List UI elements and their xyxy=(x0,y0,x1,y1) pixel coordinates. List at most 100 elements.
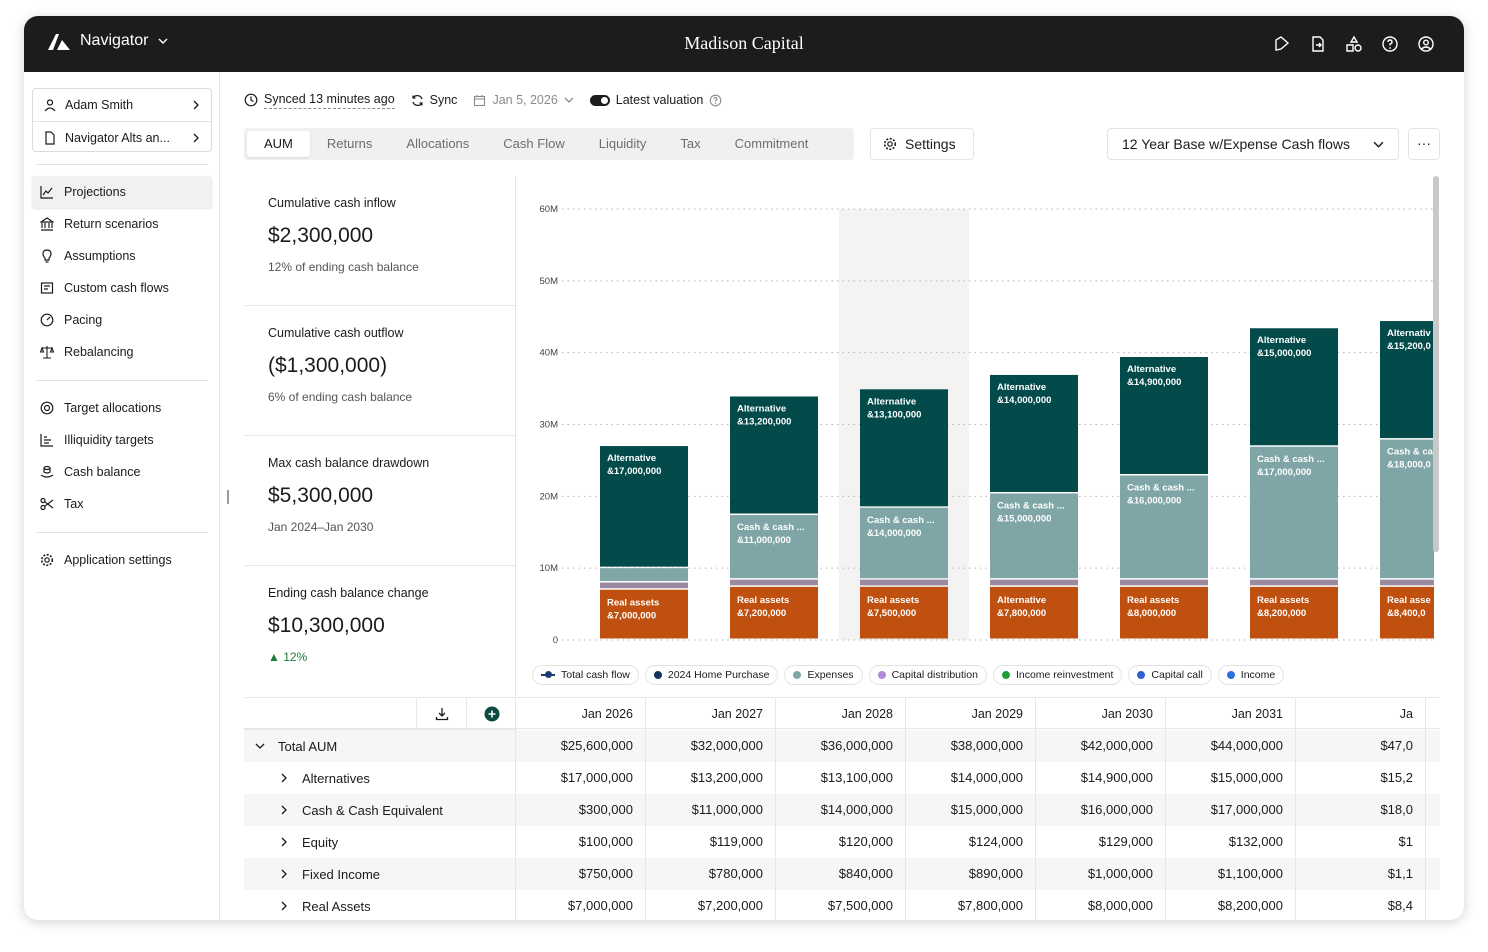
chevron-right-icon[interactable] xyxy=(278,837,290,847)
legend-item[interactable]: Income reinvestment xyxy=(992,665,1123,685)
tab-tax[interactable]: Tax xyxy=(680,136,701,151)
bar-segment-alternative xyxy=(1250,328,1338,446)
metric-value: $10,300,000 xyxy=(268,614,385,637)
legend-item[interactable]: Capital call xyxy=(1128,665,1212,685)
bar-value-label: &17,000,000 xyxy=(607,466,661,477)
chevron-right-icon[interactable] xyxy=(278,773,290,783)
brand-label: Navigator xyxy=(80,32,149,49)
tab-liquidity[interactable]: Liquidity xyxy=(598,136,647,151)
table-cell: $42,000,000 xyxy=(1036,730,1166,762)
table-row[interactable]: Real Assets $7,000,000 $7,200,000 $7,500,00… xyxy=(244,890,1440,920)
bar-segment-real-assets xyxy=(730,586,818,639)
sidebar-item-cash-balance[interactable]: Cash balance xyxy=(32,456,212,488)
chevron-right-icon[interactable] xyxy=(278,805,290,815)
legend-label: Capital distribution xyxy=(891,669,978,681)
sidebar-item-illiquidity-targets[interactable]: Illiquidity targets xyxy=(32,424,212,456)
sidebar-item-tax[interactable]: Tax xyxy=(32,488,212,520)
metric-value: ($1,300,000) xyxy=(268,354,388,377)
more-options-button[interactable]: ··· xyxy=(1408,128,1440,160)
table-cell: $300,000 xyxy=(516,794,646,826)
bar-segment-real-assets xyxy=(860,586,948,639)
aum-chart-svg: 0 10M 20M 30M 40M 50M 60M Alternative&17,000,00… xyxy=(540,204,1434,646)
legend-item[interactable]: 2024 Home Purchase xyxy=(644,665,779,685)
legend-item[interactable]: Capital distribution xyxy=(868,665,987,685)
table-row[interactable]: Fixed Income $750,000 $780,000 $840,000 $890… xyxy=(244,858,1440,890)
sync-button[interactable]: Sync xyxy=(411,93,457,107)
legend-item[interactable]: Income xyxy=(1217,665,1285,685)
bar-label: Cash & ca xyxy=(1387,447,1434,458)
tab-commitment[interactable]: Commitment xyxy=(734,136,809,151)
client-selector[interactable]: Adam Smith xyxy=(33,89,211,121)
bar-segment-real-assets xyxy=(1250,586,1338,639)
table-row[interactable]: Alternatives $17,000,000 $13,200,000 $13,10… xyxy=(244,762,1440,794)
help-icon[interactable] xyxy=(1380,34,1400,54)
sidebar-item-custom-cash-flows[interactable]: Custom cash flows xyxy=(32,272,212,304)
account-icon[interactable] xyxy=(1416,34,1436,54)
chart-scrollbar[interactable] xyxy=(1433,176,1439,552)
client-name: Adam Smith xyxy=(65,98,134,112)
export-icon[interactable] xyxy=(1308,34,1328,54)
share-icon[interactable] xyxy=(1272,34,1292,54)
app-title: Madison Capital xyxy=(684,33,804,53)
sidebar-item-rebalancing[interactable]: Rebalancing xyxy=(32,336,212,368)
sidebar-item-return-scenarios[interactable]: Return scenarios xyxy=(32,208,212,240)
bar-segment-alternative xyxy=(730,396,818,514)
chevron-down-icon[interactable] xyxy=(254,741,266,751)
bar-label: Alternative xyxy=(1257,335,1306,346)
bar-label: Alternative xyxy=(607,453,656,464)
add-row-button[interactable] xyxy=(467,698,516,730)
sidebar-item-pacing[interactable]: Pacing xyxy=(32,304,212,336)
download-button[interactable] xyxy=(417,698,467,730)
bar-label: Cash & cash ... xyxy=(1257,454,1325,465)
bar-value-label: &8,000,000 xyxy=(1127,608,1176,619)
gauge-icon xyxy=(40,313,54,327)
plus-circle-icon xyxy=(484,706,499,722)
calendar-icon xyxy=(474,94,486,106)
bar-value-label: &11,000,000 xyxy=(737,535,791,546)
bar-segment-real-assets xyxy=(1380,586,1434,639)
latest-valuation-toggle[interactable] xyxy=(589,94,610,106)
sidebar-item-assumptions[interactable]: Assumptions xyxy=(32,240,212,272)
chevron-right-icon[interactable] xyxy=(278,869,290,879)
legend-item[interactable]: Total cash flow xyxy=(532,665,639,685)
sidebar-resize-handle[interactable] xyxy=(227,490,229,504)
sidebar-item-application-settings[interactable]: Application settings xyxy=(32,544,212,576)
chart-legend: Total cash flow 2024 Home Purchase Expense… xyxy=(532,665,1285,685)
sidebar-item-projections[interactable]: Projections xyxy=(32,176,212,208)
sidebar-item-label: Target allocations xyxy=(64,401,162,415)
table-row[interactable]: Total AUM $25,600,000 $32,000,000 $36,000,0… xyxy=(244,730,1440,762)
legend-marker xyxy=(653,671,662,679)
portfolio-selector[interactable]: Navigator Alts an... xyxy=(33,121,211,153)
tab-aum[interactable]: AUM xyxy=(247,131,310,157)
table-row[interactable]: Equity $100,000 $119,000 $120,000 $124,000 $1… xyxy=(244,826,1440,858)
bar-label: Alternative xyxy=(1127,364,1176,375)
metric-value: $5,300,000 xyxy=(268,484,374,507)
bar-value-label: &13,200,000 xyxy=(737,416,791,427)
table-cell: $132,000 xyxy=(1166,826,1296,858)
help-icon[interactable] xyxy=(709,94,722,107)
tab-allocations[interactable]: Allocations xyxy=(406,136,470,151)
table-cell: $11,000,000 xyxy=(646,794,776,826)
tab-returns[interactable]: Returns xyxy=(326,136,373,151)
metric-label: Cumulative cash outflow xyxy=(268,326,404,340)
scenario-select[interactable]: 12 Year Base w/Expense Cash flows xyxy=(1107,128,1399,160)
shapes-icon[interactable] xyxy=(1344,34,1364,54)
chevron-right-icon[interactable] xyxy=(278,901,290,911)
person-icon xyxy=(44,99,56,112)
date-picker[interactable]: Jan 5, 2026 xyxy=(473,93,574,107)
balance-icon xyxy=(40,346,54,359)
settings-button[interactable]: Settings xyxy=(870,128,974,160)
table-cell: $1 xyxy=(1296,826,1426,858)
navigator-menu[interactable]: Navigator xyxy=(48,32,168,50)
table-cell: $13,100,000 xyxy=(776,762,906,794)
table-row[interactable]: Cash & Cash Equivalent $300,000 $11,000,00… xyxy=(244,794,1440,826)
bar-label: Alternative xyxy=(867,396,916,407)
legend-item[interactable]: Expenses xyxy=(784,665,863,685)
legend-marker xyxy=(1137,671,1146,679)
sidebar-item-target-allocations[interactable]: Target allocations xyxy=(32,392,212,424)
metric-label: Cumulative cash inflow xyxy=(268,196,396,210)
table-cell: $15,000,000 xyxy=(1166,762,1296,794)
sidebar-item-label: Cash balance xyxy=(64,465,141,479)
tab-cash-flow[interactable]: Cash Flow xyxy=(503,136,565,151)
column-header: Jan 2029 xyxy=(906,698,1036,730)
